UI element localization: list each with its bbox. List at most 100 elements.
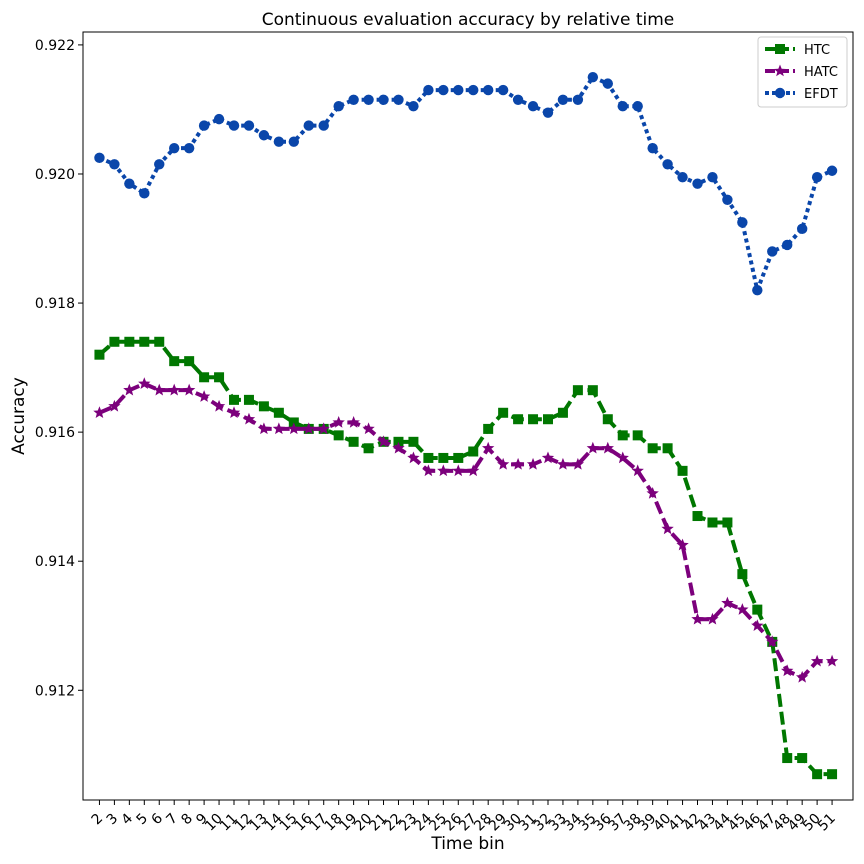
- data-point-efdt: [722, 194, 733, 205]
- data-point-efdt: [512, 94, 524, 105]
- data-point-efdt: [154, 159, 165, 170]
- y-tick-label: 0.920: [35, 167, 75, 183]
- series-line-htc: [98, 339, 833, 777]
- data-point-efdt: [782, 239, 793, 251]
- data-point-efdt: [408, 101, 419, 112]
- data-point-efdt: [826, 165, 838, 176]
- data-point-hatc: [721, 596, 734, 609]
- data-point-efdt: [602, 78, 613, 89]
- legend-entry-efdt: EFDT: [765, 87, 838, 102]
- data-point-hatc: [810, 654, 824, 667]
- data-point-htc: [737, 569, 748, 580]
- x-tick-label: 8: [178, 811, 196, 829]
- data-point-hatc: [302, 422, 315, 435]
- data-point-hatc: [586, 441, 600, 454]
- data-point-efdt: [378, 94, 389, 105]
- data-point-hatc: [736, 603, 749, 615]
- x-axis-label: Time bin: [430, 834, 504, 854]
- data-point-htc: [542, 414, 553, 425]
- data-point-efdt: [497, 84, 509, 96]
- data-point-hatc: [242, 412, 256, 425]
- data-point-hatc: [631, 464, 644, 477]
- data-point-htc: [109, 336, 120, 347]
- data-point-hatc: [452, 464, 465, 477]
- data-point-htc: [707, 517, 718, 528]
- data-point-htc: [812, 769, 823, 780]
- data-point-hatc: [676, 538, 689, 551]
- data-point-hatc: [661, 522, 674, 535]
- data-point-efdt: [677, 172, 688, 183]
- data-point-hatc: [437, 464, 450, 477]
- data-point-efdt: [542, 107, 554, 118]
- chart-title: Continuous evaluation accuracy by relati…: [262, 10, 675, 30]
- x-tick-label: 5: [134, 811, 152, 829]
- data-point-hatc: [332, 415, 345, 428]
- data-point-htc: [184, 356, 195, 367]
- data-point-htc: [513, 414, 524, 425]
- data-point-efdt: [273, 136, 285, 147]
- data-point-hatc: [691, 612, 704, 625]
- data-point-htc: [677, 465, 688, 476]
- data-point-efdt: [438, 84, 449, 96]
- series-line-efdt: [98, 75, 833, 293]
- data-point-htc: [722, 517, 733, 528]
- data-point-efdt: [557, 94, 569, 105]
- data-point-htc: [587, 385, 598, 396]
- y-tick-label: 0.918: [35, 296, 75, 312]
- data-point-htc: [483, 423, 494, 434]
- data-point-htc: [602, 414, 613, 425]
- data-point-hatc: [526, 457, 540, 470]
- data-point-efdt: [363, 94, 374, 105]
- data-point-efdt: [348, 94, 359, 105]
- plot-frame: [82, 31, 854, 801]
- data-point-htc: [243, 394, 254, 405]
- data-point-efdt: [707, 172, 718, 183]
- data-point-htc: [348, 436, 359, 447]
- data-point-htc: [468, 446, 479, 457]
- data-point-htc: [199, 372, 210, 383]
- y-axis: 0.912 0.914 0.916 0.918 0.920 0.922: [35, 38, 83, 699]
- legend-marker: [774, 87, 786, 99]
- series-line-hatc: [98, 381, 833, 680]
- series-layer: [93, 71, 839, 780]
- data-point-htc: [647, 443, 658, 454]
- legend-marker: [775, 44, 785, 54]
- x-axis: 2345678910111213141516171819202122232425…: [89, 800, 839, 834]
- data-point-hatc: [571, 457, 585, 470]
- x-tick-label: 4: [119, 810, 137, 828]
- data-point-htc: [662, 443, 673, 454]
- data-point-efdt: [482, 84, 494, 96]
- data-point-efdt: [796, 223, 808, 235]
- data-point-hatc: [362, 422, 375, 435]
- data-point-hatc: [287, 422, 300, 435]
- data-point-efdt: [572, 94, 584, 105]
- data-point-efdt: [303, 120, 314, 131]
- data-point-hatc: [541, 451, 555, 464]
- legend: HTC HATC EFDT: [757, 36, 848, 108]
- data-point-hatc: [317, 422, 330, 435]
- data-point-efdt: [752, 284, 763, 296]
- data-point-efdt: [423, 84, 434, 96]
- data-point-htc: [752, 604, 763, 615]
- data-point-efdt: [587, 71, 599, 83]
- x-tick-label: 6: [148, 810, 166, 828]
- legend-entry-hatc: HATC: [765, 64, 838, 80]
- data-point-hatc: [347, 415, 360, 428]
- data-point-htc: [528, 414, 539, 425]
- data-point-hatc: [646, 486, 659, 499]
- data-point-efdt: [767, 246, 778, 257]
- data-point-efdt: [662, 159, 673, 170]
- data-point-efdt: [333, 101, 344, 112]
- data-point-efdt: [737, 217, 748, 228]
- data-point-efdt: [139, 188, 150, 199]
- data-point-htc: [692, 511, 703, 522]
- data-point-htc: [408, 436, 419, 447]
- data-point-efdt: [617, 101, 628, 112]
- data-point-hatc: [138, 377, 151, 389]
- data-point-hatc: [511, 457, 525, 470]
- data-point-htc: [438, 452, 449, 463]
- series-hatc: [93, 377, 839, 683]
- y-tick-label: 0.914: [35, 554, 75, 570]
- x-tick-label: 3: [104, 811, 122, 829]
